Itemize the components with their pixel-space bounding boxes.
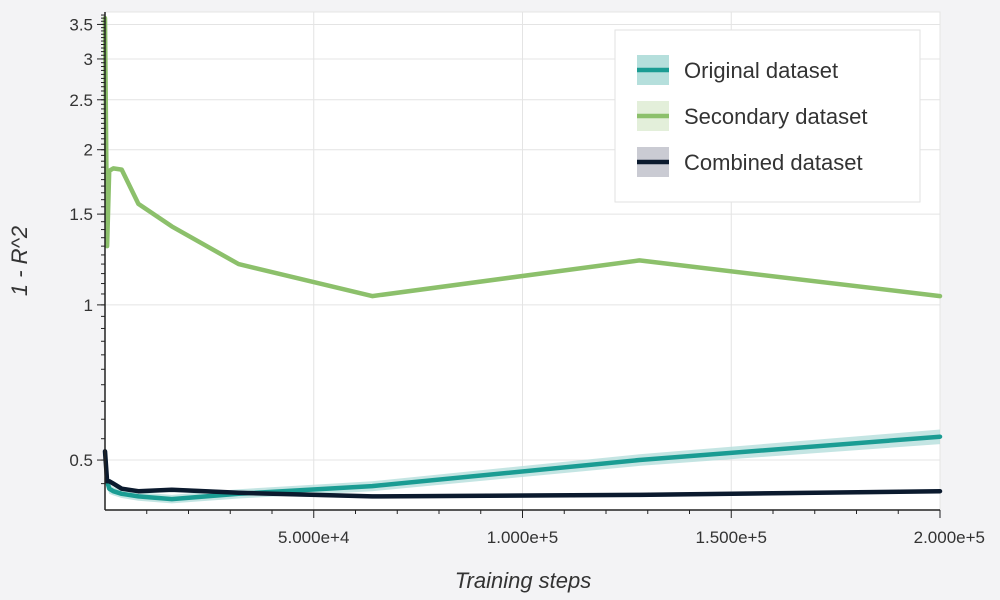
y-tick-label-0: 0.5 [69,451,93,470]
x-axis-label: Training steps [455,568,592,593]
axes: 5.000e+4 1.000e+5 1.500e+5 2.000e+5 0.5 1 1.5 2… [69,12,985,547]
y-tick-label-1: 1 [84,296,93,315]
x-tick-label-1: 1.000e+5 [487,528,558,547]
x-tick-label-0: 5.000e+4 [278,528,349,547]
legend: Original dataset Secondary dataset Combine… [614,29,921,203]
x-tick-label-3: 2.000e+5 [914,528,985,547]
legend-label-1: Secondary dataset [684,104,867,129]
series-line-1 [102,15,943,299]
legend-label-0: Original dataset [684,58,838,83]
x-tick-label-2: 1.500e+5 [696,528,767,547]
y-tick-label-4: 2.5 [69,91,93,110]
y-tick-label-2: 1.5 [69,205,93,224]
series-band-0 [107,429,941,504]
series-line-0 [104,434,943,502]
y-tick-label-3: 2 [84,141,93,160]
legend-label-2: Combined dataset [684,150,863,175]
series-line-2 [102,449,943,499]
y-axis-label: 1 - R^2 [7,226,32,296]
y-tick-label-6: 3.5 [69,15,93,34]
y-tick-label-5: 3 [84,50,93,69]
series-lines [102,15,943,502]
